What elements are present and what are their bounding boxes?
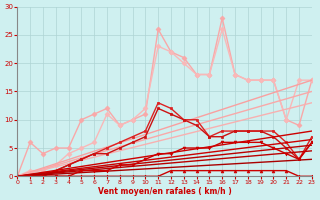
X-axis label: Vent moyen/en rafales ( km/h ): Vent moyen/en rafales ( km/h ) xyxy=(98,187,231,196)
